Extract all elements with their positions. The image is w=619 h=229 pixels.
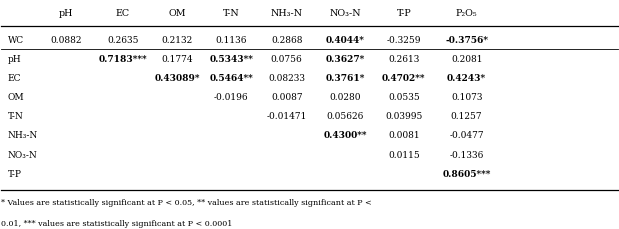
Text: EC: EC [116,9,130,18]
Text: WC: WC [7,36,24,45]
Text: 0.4243*: 0.4243* [447,74,486,83]
Text: 0.0087: 0.0087 [271,93,303,102]
Text: 0.1257: 0.1257 [451,112,482,121]
Text: EC: EC [7,74,21,83]
Text: 0.05626: 0.05626 [327,112,364,121]
Text: 0.1774: 0.1774 [161,55,193,64]
Text: OM: OM [168,9,186,18]
Text: 0.0115: 0.0115 [388,150,420,159]
Text: OM: OM [7,93,24,102]
Text: -0.3259: -0.3259 [386,36,421,45]
Text: -0.01471: -0.01471 [267,112,307,121]
Text: 0.3627*: 0.3627* [326,55,365,64]
Text: 0.2613: 0.2613 [388,55,420,64]
Text: NO₃-N: NO₃-N [329,9,361,18]
Text: 0.4702**: 0.4702** [382,74,425,83]
Text: 0.0280: 0.0280 [329,93,361,102]
Text: 0.4044*: 0.4044* [326,36,365,45]
Text: -0.1336: -0.1336 [449,150,484,159]
Text: -0.0477: -0.0477 [449,131,484,140]
Text: 0.0081: 0.0081 [388,131,420,140]
Text: 0.43089*: 0.43089* [154,74,200,83]
Text: 0.5464**: 0.5464** [209,74,253,83]
Text: 0.0535: 0.0535 [388,93,420,102]
Text: T-N: T-N [7,112,24,121]
Text: 0.8605***: 0.8605*** [443,169,491,178]
Text: T-N: T-N [223,9,240,18]
Text: 0.5343**: 0.5343** [209,55,253,64]
Text: 0.1073: 0.1073 [451,93,482,102]
Text: T-P: T-P [7,169,22,178]
Text: P₂O₅: P₂O₅ [456,9,477,18]
Text: 0.03995: 0.03995 [385,112,423,121]
Text: 0.2868: 0.2868 [271,36,303,45]
Text: T-P: T-P [396,9,411,18]
Text: NH₃-N: NH₃-N [271,9,303,18]
Text: 0.3761*: 0.3761* [326,74,365,83]
Text: 0.0756: 0.0756 [271,55,303,64]
Text: 0.1136: 0.1136 [215,36,247,45]
Text: pH: pH [59,9,73,18]
Text: 0.4300**: 0.4300** [324,131,367,140]
Text: 0.2132: 0.2132 [162,36,193,45]
Text: 0.08233: 0.08233 [268,74,305,83]
Text: 0.01, *** values are statistically significant at P < 0.0001: 0.01, *** values are statistically signi… [1,219,233,227]
Text: * Values are statistically significant at P < 0.05, ** values are statistically : * Values are statistically significant a… [1,198,372,206]
Text: -0.0196: -0.0196 [214,93,249,102]
Text: NO₃-N: NO₃-N [7,150,37,159]
Text: -0.3756*: -0.3756* [445,36,488,45]
Text: 0.0882: 0.0882 [50,36,82,45]
Text: NH₃-N: NH₃-N [7,131,38,140]
Text: pH: pH [7,55,21,64]
Text: 0.2635: 0.2635 [107,36,139,45]
Text: 0.2081: 0.2081 [451,55,482,64]
Text: 0.7183***: 0.7183*** [98,55,147,64]
